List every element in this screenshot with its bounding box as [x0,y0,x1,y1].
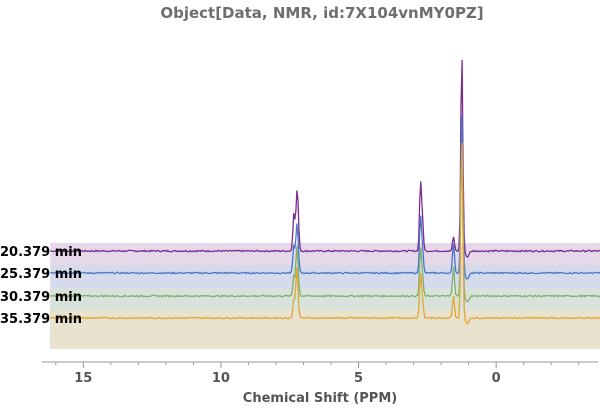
series-label-1: 25.379 min [0,267,82,282]
x-axis-ticks: 15 10 5 0 [55,362,580,386]
series-label-0: 20.379 min [0,245,82,260]
x-axis-label: Chemical Shift (PPM) [243,391,397,406]
series-traces [49,59,600,325]
series-label-3: 35.379 min [0,312,82,327]
series-labels: 20.379 min 25.379 min 30.379 min 35.379 min [0,245,82,327]
x-tick-label-10: 10 [212,371,230,386]
series-trace-1 [50,115,600,280]
x-tick-label-0: 0 [492,371,501,386]
series-trace-2 [50,150,600,303]
series-band-3 [50,310,600,349]
series-label-2: 30.379 min [0,290,82,305]
series-trace-0 [50,59,600,259]
series-trace-3 [49,142,600,325]
x-tick-label-5: 5 [354,371,363,386]
x-tick-label-15: 15 [74,371,92,386]
chart-title: Object[Data, NMR, id:7X104vnMY0PZ] [160,4,483,22]
